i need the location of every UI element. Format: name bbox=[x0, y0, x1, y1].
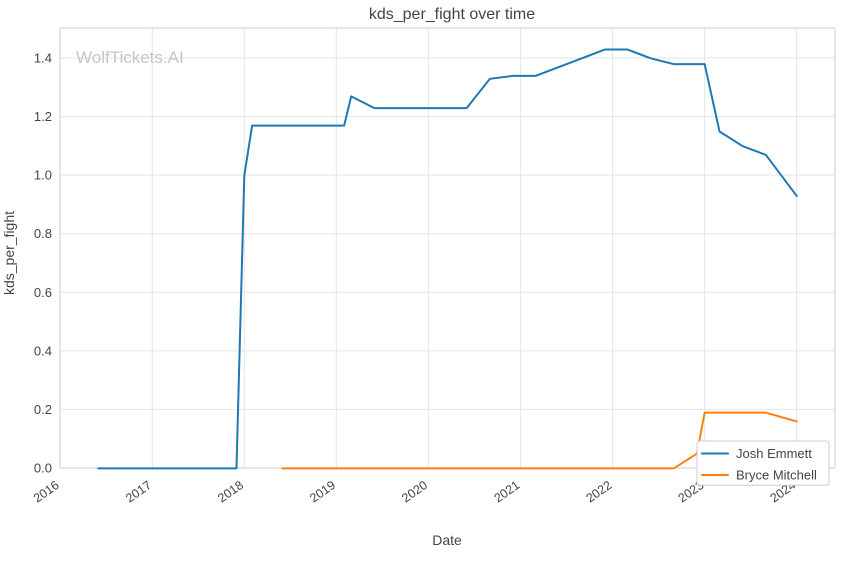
svg-text:0.6: 0.6 bbox=[34, 285, 52, 300]
svg-text:0.2: 0.2 bbox=[34, 402, 52, 417]
svg-text:Date: Date bbox=[432, 532, 462, 548]
svg-text:0.8: 0.8 bbox=[34, 226, 52, 241]
svg-text:kds_per_fight: kds_per_fight bbox=[1, 211, 17, 295]
svg-text:0.0: 0.0 bbox=[34, 461, 52, 476]
svg-text:Josh Emmett: Josh Emmett bbox=[736, 446, 812, 461]
svg-text:1.0: 1.0 bbox=[34, 168, 52, 183]
svg-text:Bryce Mitchell: Bryce Mitchell bbox=[736, 468, 817, 483]
svg-text:0.4: 0.4 bbox=[34, 343, 52, 358]
svg-text:1.4: 1.4 bbox=[34, 51, 52, 66]
svg-text:WolfTickets.AI: WolfTickets.AI bbox=[76, 48, 184, 67]
svg-text:kds_per_fight over time: kds_per_fight over time bbox=[369, 6, 535, 23]
svg-text:1.2: 1.2 bbox=[34, 109, 52, 124]
